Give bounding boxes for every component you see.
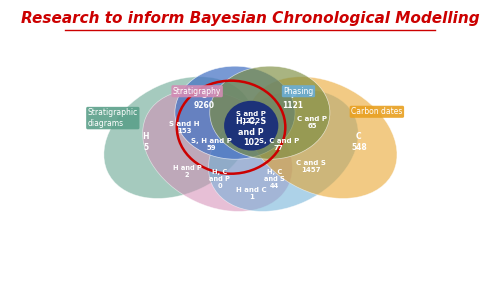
Text: Stratigraphic
diagrams: Stratigraphic diagrams [88,108,138,128]
Text: S, C and P
77: S, C and P 77 [258,138,299,151]
Text: H, C
and P
0: H, C and P 0 [209,169,230,189]
Ellipse shape [247,77,397,198]
Text: Phasing: Phasing [284,87,314,96]
Text: Carbon dates: Carbon dates [351,107,403,116]
Text: S, H and P
59: S, H and P 59 [191,138,232,151]
Text: H and C
1: H and C 1 [236,187,266,200]
Text: C and P
65: C and P 65 [298,116,328,129]
Text: Research to inform Bayesian Chronological Modelling: Research to inform Bayesian Chronologica… [20,11,479,26]
Text: S and P
1222: S and P 1222 [236,110,266,124]
Text: C
548: C 548 [351,132,367,152]
Text: H and P
2: H and P 2 [173,165,202,178]
Ellipse shape [104,77,254,198]
Ellipse shape [210,66,330,159]
Text: Stratigraphy: Stratigraphy [173,87,222,96]
Text: H, C, S
and P
102: H, C, S and P 102 [236,117,266,147]
Text: H, C
and S
44: H, C and S 44 [264,169,285,189]
Text: S
9260: S 9260 [194,91,214,110]
Ellipse shape [224,101,278,151]
Ellipse shape [142,90,292,211]
Ellipse shape [175,66,295,159]
Text: S and H
153: S and H 153 [170,121,200,134]
Ellipse shape [208,90,358,211]
Text: H
5: H 5 [142,132,149,152]
Text: P
1121: P 1121 [282,91,304,110]
Text: C and S
1457: C and S 1457 [296,160,326,173]
